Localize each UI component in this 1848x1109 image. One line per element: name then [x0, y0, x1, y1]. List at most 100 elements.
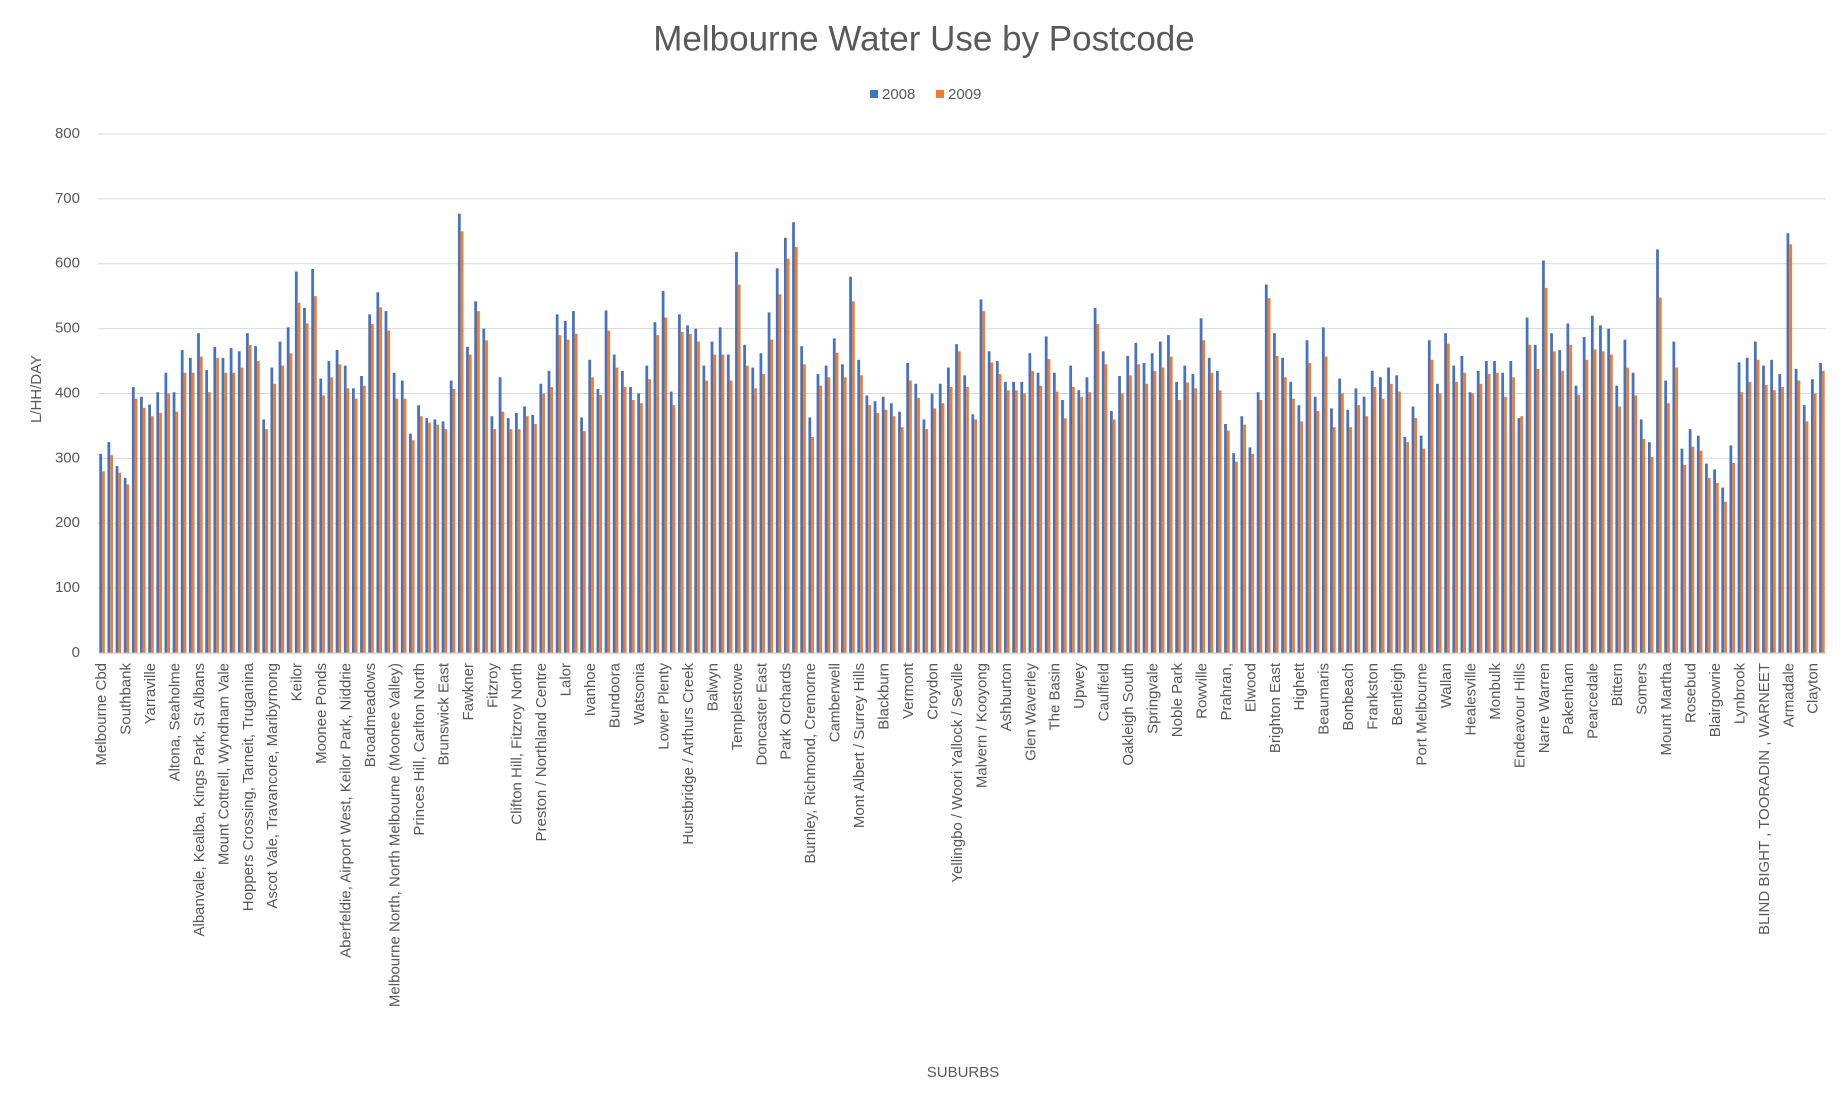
bar [1061, 399, 1064, 653]
x-tick-label: Noble Park [1169, 663, 1186, 738]
bar [1667, 403, 1670, 653]
x-tick-label: Albanvale, Kealba, Kings Park, St Albans [191, 663, 208, 937]
bar [917, 398, 920, 653]
bar [387, 330, 391, 653]
y-tick-label: 200 [55, 514, 80, 531]
bar [278, 341, 282, 653]
bar [783, 237, 787, 654]
bar [661, 290, 665, 653]
x-tick-label: Lynbrook [1731, 663, 1748, 725]
bar [1381, 398, 1385, 653]
bar [827, 377, 831, 653]
bar [314, 296, 317, 653]
bar [1088, 392, 1092, 653]
x-tick-label: Pakenham [1560, 663, 1577, 735]
x-tick-label: Balwyn [704, 663, 721, 711]
bar [664, 317, 668, 653]
bar [164, 372, 168, 653]
bar [631, 399, 635, 653]
bar [794, 246, 798, 653]
x-tick-label: Highett [1291, 662, 1308, 710]
x-tick-label: Mount Martha [1658, 662, 1675, 755]
bar [1501, 372, 1505, 653]
bar [254, 346, 257, 653]
bar [1112, 419, 1116, 653]
bar [1387, 367, 1390, 653]
bar [1495, 372, 1499, 653]
bar [1300, 421, 1304, 653]
bar [1811, 379, 1814, 653]
bar [974, 419, 977, 653]
bar [1134, 342, 1138, 653]
bar [792, 222, 795, 654]
bar [697, 341, 700, 653]
x-tick-label: Bonbeach [1340, 663, 1357, 731]
bar [1436, 383, 1439, 653]
bar [1786, 233, 1790, 654]
bar [770, 339, 774, 653]
bar [686, 325, 689, 653]
bar [515, 412, 518, 653]
bar [99, 453, 103, 653]
bar [1631, 372, 1635, 653]
x-tick-label: Armadale [1780, 663, 1797, 727]
bar [400, 380, 404, 653]
bar [297, 302, 301, 653]
bar [800, 346, 804, 653]
bar [1419, 435, 1423, 653]
bar [294, 271, 298, 653]
bar [1251, 453, 1255, 653]
x-tick-label: Yarraville [142, 663, 159, 724]
bar [490, 416, 494, 653]
bar [1232, 453, 1236, 653]
bar [1150, 353, 1154, 653]
bar [1455, 381, 1458, 653]
bar [167, 393, 171, 653]
bar [1178, 399, 1181, 653]
bar [881, 396, 885, 653]
bar [1110, 411, 1113, 653]
bar [1479, 383, 1483, 653]
bar [156, 392, 160, 653]
bar [1542, 260, 1545, 653]
bar [330, 377, 334, 653]
bar [379, 307, 382, 653]
bar [1590, 315, 1594, 653]
bar [1528, 344, 1532, 653]
bar [979, 299, 983, 653]
x-tick-label: BLIND BIGHT , TOORADIN , WARNEET [1756, 663, 1773, 935]
bar [680, 331, 684, 653]
bar [428, 422, 431, 653]
bar [523, 406, 526, 653]
bar [1593, 349, 1597, 653]
x-tick-label: Doncaster East [753, 662, 770, 765]
bar [371, 324, 374, 653]
bar [183, 372, 187, 653]
bar [1338, 378, 1342, 653]
bar [705, 380, 709, 653]
bar [115, 466, 119, 653]
bar [1737, 362, 1741, 653]
bar [582, 431, 586, 653]
bar [1446, 343, 1450, 653]
x-tick-label: Blairgowrie [1707, 663, 1724, 737]
bar [1683, 464, 1687, 653]
bar [102, 471, 105, 653]
bar [498, 377, 502, 653]
bar [191, 372, 195, 653]
bar [612, 354, 616, 653]
bar [1207, 357, 1211, 653]
bar [851, 301, 855, 653]
x-tick-label: Beaumaris [1316, 663, 1333, 735]
bar [759, 353, 763, 653]
bar [653, 322, 657, 653]
bar [1520, 416, 1524, 653]
bar [1120, 393, 1124, 653]
bar [1044, 336, 1048, 653]
x-tick-label: Melbourne North, North Melbourne (Moonee… [386, 663, 403, 1007]
bar [460, 231, 464, 653]
bar [265, 429, 268, 653]
x-tick-label: Altona, Seaholme [166, 663, 183, 781]
bar [1275, 355, 1279, 653]
bar [1118, 375, 1121, 653]
